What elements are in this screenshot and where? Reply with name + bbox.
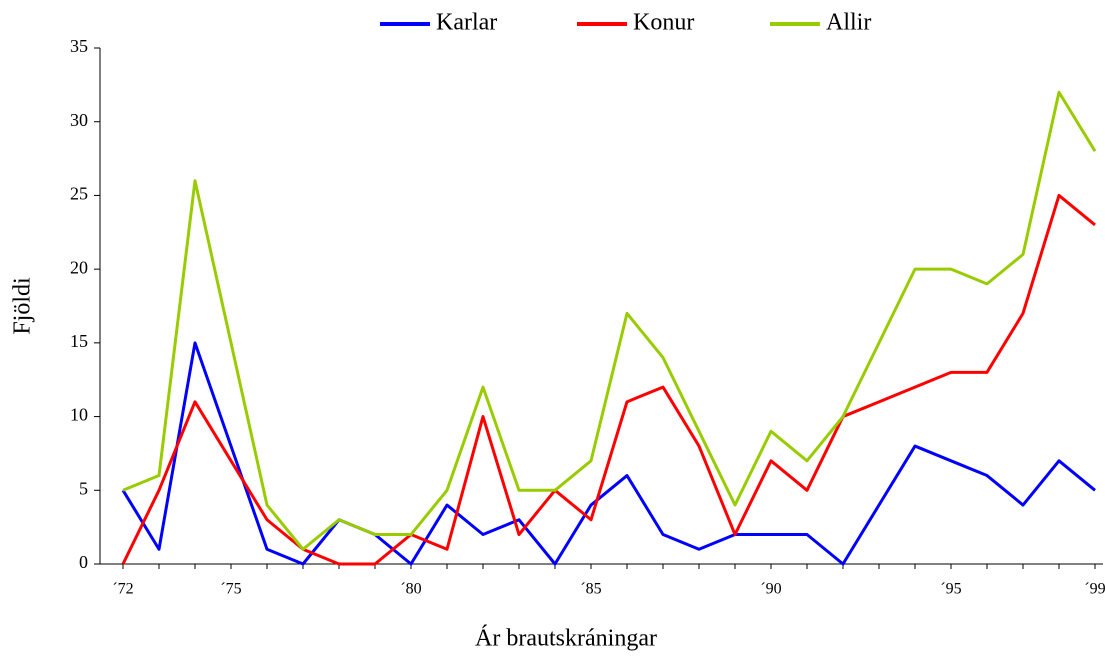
y-tick-label: 30 [70,110,88,130]
data-line [121,193,1096,566]
y-axis-label: Fjöldi [10,277,36,335]
y-tick-label: 10 [70,405,88,425]
y-tick-label: 25 [70,184,88,204]
y-tick-label: 20 [70,257,88,277]
x-axis-label: Ár brautskráningar [475,626,657,652]
x-tick-label: ´90 [760,581,781,598]
legend-label: Konur [633,10,694,36]
data-line [122,90,1097,551]
x-tick-label: ´95 [940,581,961,598]
legend-label: Karlar [436,10,497,36]
x-tick-label: ´99 [1084,581,1105,598]
data-line [121,341,1096,566]
y-tick-label: 35 [70,36,88,56]
x-tick-label: ´75 [220,581,241,598]
legend-label: Allir [826,10,871,36]
y-tick-label: 15 [70,331,88,351]
y-tick-label: 0 [79,552,88,572]
x-tick-label: ´72 [112,581,133,598]
y-tick-label: 5 [79,478,88,498]
x-tick-label: ´85 [580,581,601,598]
x-tick-label: ´80 [400,581,421,598]
